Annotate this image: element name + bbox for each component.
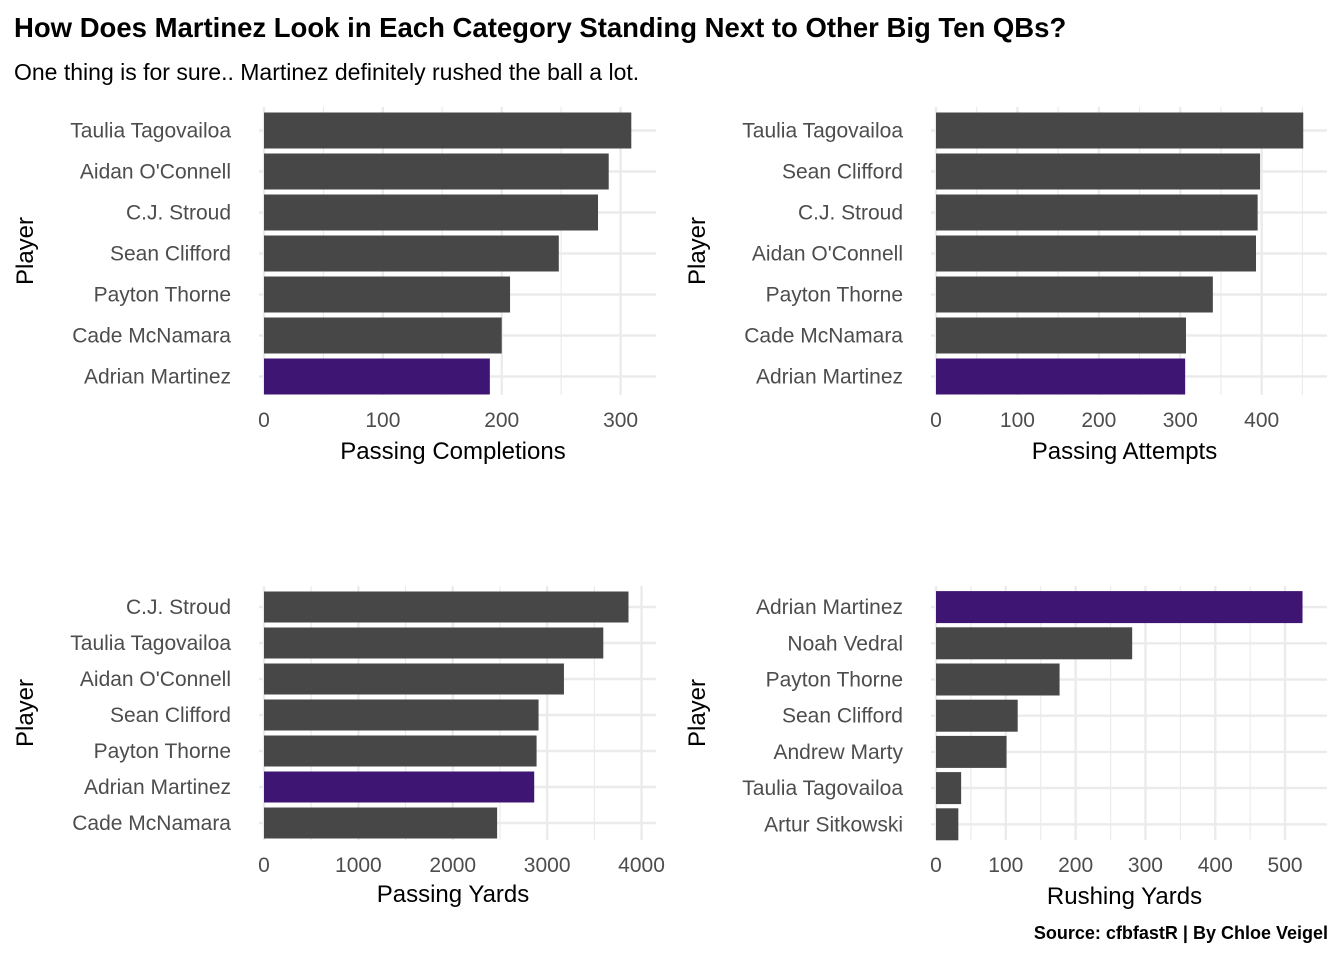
chart-caption: Source: cfbfastR | By Chloe Veigel: [1033, 923, 1328, 943]
bar: [936, 735, 1007, 768]
bar: [264, 735, 537, 767]
x-tick-label: 200: [484, 409, 519, 432]
bar: [936, 699, 1018, 732]
y-tick-label: Taulia Tagovailoa: [70, 120, 231, 143]
x-tick-label: 100: [1000, 409, 1035, 432]
y-tick-label: Sean Clifford: [110, 243, 231, 266]
y-axis-title: Player: [684, 217, 711, 285]
y-tick-label: Sean Clifford: [782, 705, 903, 728]
y-tick-label: Payton Thorne: [94, 284, 231, 307]
x-tick-label: 4000: [618, 854, 665, 877]
bar: [936, 235, 1257, 272]
bar: [264, 276, 511, 313]
x-tick-label: 100: [365, 409, 400, 432]
bar: [936, 663, 1060, 696]
bar: [264, 663, 564, 695]
y-axis-title: Player: [12, 679, 39, 747]
bar: [264, 591, 629, 623]
y-tick-label: Artur Sitkowski: [764, 813, 903, 836]
y-tick-label: Taulia Tagovailoa: [742, 777, 903, 800]
bar-highlight: [936, 591, 1303, 624]
bar: [936, 772, 962, 805]
x-axis-title: Passing Yards: [377, 881, 530, 908]
y-tick-label: Adrian Martinez: [84, 776, 231, 799]
y-tick-label: Aidan O'Connell: [752, 243, 903, 266]
x-axis-title: Passing Completions: [340, 438, 565, 465]
bar-highlight: [936, 358, 1186, 395]
bar: [936, 276, 1213, 313]
bar: [936, 317, 1186, 354]
y-tick-label: C.J. Stroud: [126, 596, 231, 619]
y-tick-label: Sean Clifford: [110, 704, 231, 727]
x-tick-label: 0: [258, 409, 270, 432]
x-tick-label: 0: [258, 854, 270, 877]
y-tick-label: Payton Thorne: [766, 284, 903, 307]
x-tick-label: 200: [1081, 409, 1116, 432]
x-tick-label: 1000: [335, 854, 382, 877]
chart-subtitle: One thing is for sure.. Martinez definit…: [14, 59, 640, 85]
y-tick-label: Taulia Tagovailoa: [70, 632, 231, 655]
y-tick-label: Cade McNamara: [72, 325, 231, 348]
x-tick-label: 400: [1198, 854, 1233, 877]
y-tick-label: C.J. Stroud: [126, 202, 231, 225]
bar: [264, 153, 609, 190]
bar: [936, 153, 1261, 190]
bar: [264, 627, 604, 659]
x-tick-label: 0: [930, 409, 942, 432]
y-axis-title: Player: [12, 217, 39, 285]
y-tick-label: Aidan O'Connell: [80, 668, 231, 691]
bar: [264, 699, 539, 731]
bar: [264, 235, 559, 272]
y-axis-title: Player: [684, 679, 711, 747]
bar: [936, 112, 1304, 149]
y-tick-label: Adrian Martinez: [756, 366, 903, 389]
bar: [936, 808, 959, 841]
bar: [264, 112, 632, 149]
bar: [936, 627, 1133, 660]
x-tick-label: 100: [988, 854, 1023, 877]
x-tick-label: 400: [1244, 409, 1279, 432]
x-tick-label: 300: [603, 409, 638, 432]
x-axis-title: Passing Attempts: [1032, 438, 1217, 465]
y-tick-label: Payton Thorne: [766, 669, 903, 692]
y-tick-label: Andrew Marty: [773, 741, 903, 764]
bar-highlight: [264, 771, 535, 803]
x-tick-label: 500: [1268, 854, 1303, 877]
x-axis-title: Rushing Yards: [1047, 883, 1202, 910]
bar: [936, 194, 1258, 231]
y-tick-label: Adrian Martinez: [84, 366, 231, 389]
y-tick-label: Noah Vedral: [787, 632, 903, 655]
x-tick-label: 300: [1163, 409, 1198, 432]
bar: [264, 317, 502, 354]
y-tick-label: Aidan O'Connell: [80, 161, 231, 184]
y-tick-label: C.J. Stroud: [798, 202, 903, 225]
bar-highlight: [264, 358, 490, 395]
bar: [264, 194, 599, 231]
y-tick-label: Sean Clifford: [782, 161, 903, 184]
chart-title: How Does Martinez Look in Each Category …: [14, 12, 1067, 43]
x-tick-label: 0: [930, 854, 942, 877]
bar: [264, 807, 498, 839]
x-tick-label: 200: [1058, 854, 1093, 877]
x-tick-label: 2000: [429, 854, 476, 877]
y-tick-label: Payton Thorne: [94, 740, 231, 763]
y-tick-label: Cade McNamara: [72, 812, 231, 835]
x-tick-label: 300: [1128, 854, 1163, 877]
y-tick-label: Cade McNamara: [744, 325, 903, 348]
x-tick-label: 3000: [524, 854, 571, 877]
y-tick-label: Adrian Martinez: [756, 596, 903, 619]
y-tick-label: Taulia Tagovailoa: [742, 120, 903, 143]
